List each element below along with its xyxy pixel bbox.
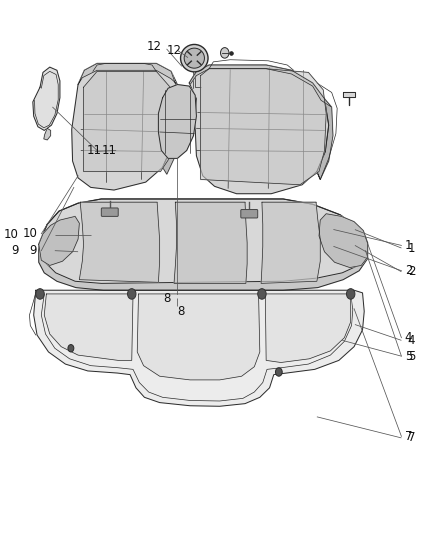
Text: 12: 12: [146, 39, 161, 53]
Polygon shape: [201, 69, 326, 185]
Text: 5: 5: [408, 350, 415, 362]
Text: 2: 2: [408, 265, 415, 278]
Ellipse shape: [184, 48, 205, 68]
Text: 10: 10: [22, 227, 37, 240]
Text: 7: 7: [405, 430, 412, 443]
Circle shape: [346, 289, 355, 299]
FancyBboxPatch shape: [101, 208, 118, 216]
Polygon shape: [84, 71, 172, 172]
Text: 9: 9: [30, 244, 37, 257]
Polygon shape: [39, 199, 367, 284]
Polygon shape: [39, 199, 367, 290]
Text: 8: 8: [164, 292, 171, 305]
Text: 4: 4: [405, 331, 412, 344]
FancyBboxPatch shape: [241, 209, 258, 218]
Text: 4: 4: [408, 334, 415, 347]
Polygon shape: [137, 294, 260, 380]
Polygon shape: [343, 92, 355, 96]
Polygon shape: [159, 85, 196, 158]
Polygon shape: [162, 85, 183, 174]
Text: 5: 5: [405, 350, 412, 362]
Polygon shape: [265, 294, 351, 362]
Polygon shape: [79, 202, 159, 282]
Text: 9: 9: [11, 244, 19, 257]
Text: 11: 11: [101, 144, 117, 157]
Polygon shape: [189, 65, 332, 107]
Circle shape: [258, 289, 266, 299]
Ellipse shape: [180, 44, 208, 72]
Text: 7: 7: [408, 431, 415, 445]
Polygon shape: [78, 63, 183, 91]
Text: 11: 11: [87, 144, 102, 157]
Text: 1: 1: [408, 241, 415, 255]
Polygon shape: [44, 128, 51, 140]
Polygon shape: [34, 290, 364, 406]
Text: 2: 2: [405, 264, 412, 277]
Text: 8: 8: [177, 305, 185, 318]
Polygon shape: [317, 99, 333, 180]
Polygon shape: [39, 216, 79, 265]
Polygon shape: [261, 202, 320, 284]
Text: 10: 10: [4, 228, 19, 241]
Circle shape: [220, 47, 229, 58]
Circle shape: [68, 344, 74, 352]
Polygon shape: [44, 294, 133, 360]
Polygon shape: [33, 67, 60, 131]
Text: 12: 12: [167, 44, 182, 56]
Polygon shape: [72, 63, 178, 190]
Text: 1: 1: [405, 239, 412, 252]
Polygon shape: [189, 65, 328, 193]
Circle shape: [276, 368, 282, 376]
Circle shape: [36, 289, 44, 299]
Circle shape: [127, 289, 136, 299]
Polygon shape: [319, 214, 367, 268]
Polygon shape: [174, 202, 247, 284]
